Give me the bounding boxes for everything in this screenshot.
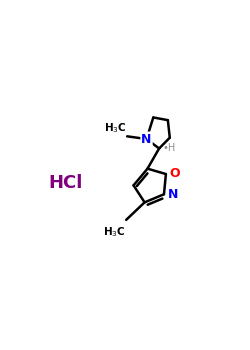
Text: HCl: HCl bbox=[48, 175, 82, 193]
Text: N: N bbox=[141, 133, 152, 146]
Text: •H: •H bbox=[163, 143, 176, 153]
Text: H$_3$C: H$_3$C bbox=[102, 225, 125, 238]
Text: N: N bbox=[168, 188, 178, 201]
Text: H$_3$C: H$_3$C bbox=[104, 121, 126, 135]
Text: O: O bbox=[170, 167, 180, 180]
